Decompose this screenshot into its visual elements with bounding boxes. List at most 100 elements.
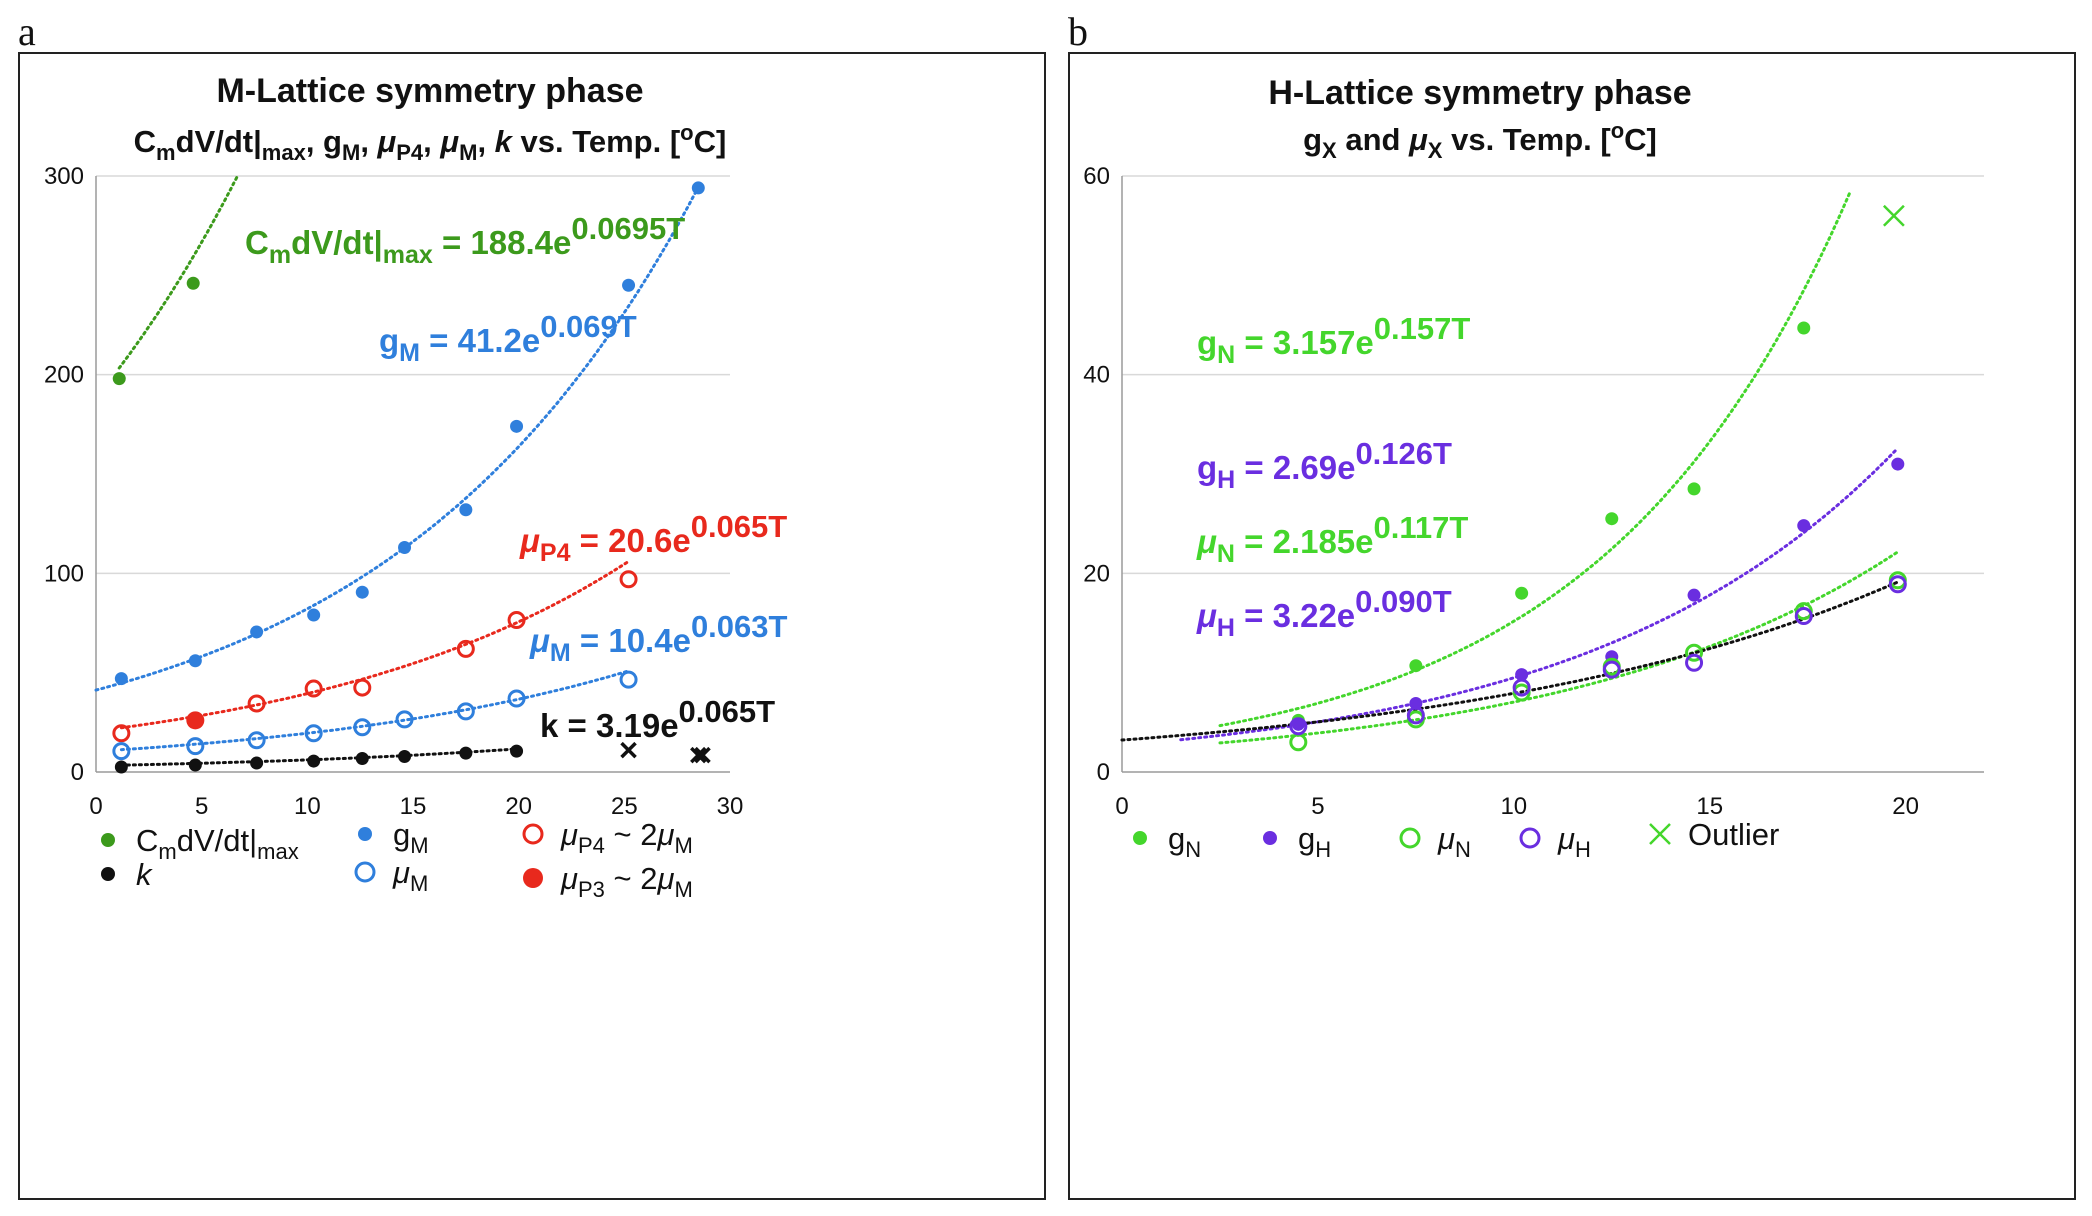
equation-label: gN = 3.157e0.157T [1197, 311, 1470, 369]
x-tick-label: 0 [1115, 793, 1128, 820]
legend-label: μP4 ~ 2μM [560, 817, 693, 858]
data-point-outlier [694, 746, 711, 764]
legend-marker [1263, 831, 1277, 845]
y-tick-label: 0 [1097, 759, 1110, 786]
data-point [1685, 653, 1704, 672]
chart-title: M-Lattice symmetry phase [216, 72, 643, 110]
data-point [1797, 321, 1811, 335]
trendline [1218, 188, 1853, 728]
data-point [304, 724, 323, 743]
legend-label: μP3 ~ 2μM [560, 861, 693, 902]
data-point [307, 608, 321, 622]
legend-label: Outlier [1688, 817, 1779, 852]
x-tick-label: 5 [195, 793, 208, 820]
legend-label: k [136, 857, 153, 892]
data-point [456, 639, 475, 658]
data-point [1512, 678, 1531, 697]
data-point [1685, 643, 1704, 662]
data-point [355, 751, 369, 765]
trendline [1218, 550, 1900, 745]
y-tick-label: 0 [71, 759, 84, 786]
panel-a: 0 100 200 300 0 5 10 15 20 25 30 M-Lattice symmetry… [18, 52, 1046, 1200]
legend-label: gM [393, 817, 429, 858]
equation-label: k = 3.19e0.065T [540, 694, 775, 744]
data-point-outlier [620, 741, 637, 759]
data-point [114, 760, 128, 774]
legend-marker [358, 827, 372, 841]
data-point [1687, 588, 1701, 602]
legend-label: gH [1298, 821, 1331, 862]
data-point [186, 276, 200, 290]
data-point-outlier [690, 746, 707, 764]
data-point [1289, 717, 1308, 736]
data-point [1409, 659, 1423, 673]
data-point [188, 654, 202, 668]
x-tick-label: 25 [611, 793, 638, 820]
legend-marker [523, 868, 543, 888]
data-point [114, 672, 128, 686]
data-point [353, 678, 372, 697]
chart-title: H-Lattice symmetry phase [1268, 74, 1691, 112]
data-point [1515, 668, 1529, 682]
data-point [304, 679, 323, 698]
data-point [186, 711, 205, 730]
legend-marker [101, 833, 115, 847]
x-tick-label: 0 [89, 793, 102, 820]
data-point [353, 718, 372, 737]
data-point [1406, 706, 1425, 725]
data-point [250, 756, 264, 770]
data-point [1515, 586, 1529, 600]
data-point [619, 670, 638, 689]
data-point [510, 419, 524, 433]
panel-a-letter: a [18, 9, 36, 54]
equation-label: μP4 = 20.6e0.065T [519, 509, 787, 567]
data-point [459, 746, 473, 760]
legend-label: μM [392, 855, 428, 896]
data-point [1794, 607, 1813, 626]
y-tick-label: 40 [1083, 362, 1110, 389]
y-tick-label: 200 [44, 362, 84, 389]
chart-subtitle: CmdV/dt|max, gM, μP4, μM, k vs. Temp. [o… [134, 120, 727, 165]
data-point [691, 181, 705, 195]
chart-b-svg: 0 20 40 60 0 5 10 15 20 H-Lattice symmetry phase g… [1083, 74, 1984, 862]
data-point [307, 754, 321, 768]
equation-label: CmdV/dt|max = 188.4e0.0695T [245, 211, 685, 269]
data-point [398, 541, 412, 555]
data-point-outlier [1882, 204, 1905, 227]
equation-label: gH = 2.69e0.126T [1197, 436, 1452, 494]
legend-marker [1649, 823, 1671, 845]
data-point [1605, 512, 1619, 526]
x-tick-label: 15 [1696, 793, 1723, 820]
equation-label: μN = 2.185e0.117T [1196, 510, 1468, 568]
legend-marker [1519, 827, 1541, 849]
data-point [112, 372, 126, 386]
panel-b: 0 20 40 60 0 5 10 15 20 H-Lattice symmetry phase g… [1068, 52, 2076, 1200]
legend-marker [522, 823, 544, 845]
data-point [247, 694, 266, 713]
data-point [247, 731, 266, 750]
y-tick-label: 300 [44, 163, 84, 190]
data-point [188, 758, 202, 772]
x-tick-label: 20 [505, 793, 532, 820]
x-tick-label: 10 [294, 793, 321, 820]
equation-label: gM = 41.2e0.069T [379, 309, 637, 367]
trendline [119, 559, 631, 730]
data-point [622, 278, 636, 292]
data-point [112, 724, 131, 743]
data-point [459, 503, 473, 517]
data-point [1602, 660, 1621, 679]
data-point [1891, 457, 1905, 471]
x-tick-label: 15 [400, 793, 427, 820]
data-point [1888, 575, 1907, 594]
data-point [1687, 482, 1701, 496]
legend-label: μH [1557, 821, 1591, 862]
data-point [355, 585, 369, 599]
data-point [186, 737, 205, 756]
data-point [1289, 733, 1308, 752]
chart-a-svg: 0 100 200 300 0 5 10 15 20 25 30 M-Lattice symmetry… [44, 72, 788, 902]
trendline [119, 669, 631, 752]
data-point [510, 744, 524, 758]
y-tick-label: 100 [44, 560, 84, 587]
y-tick-label: 20 [1083, 560, 1110, 587]
legend-label: CmdV/dt|max [136, 823, 299, 864]
